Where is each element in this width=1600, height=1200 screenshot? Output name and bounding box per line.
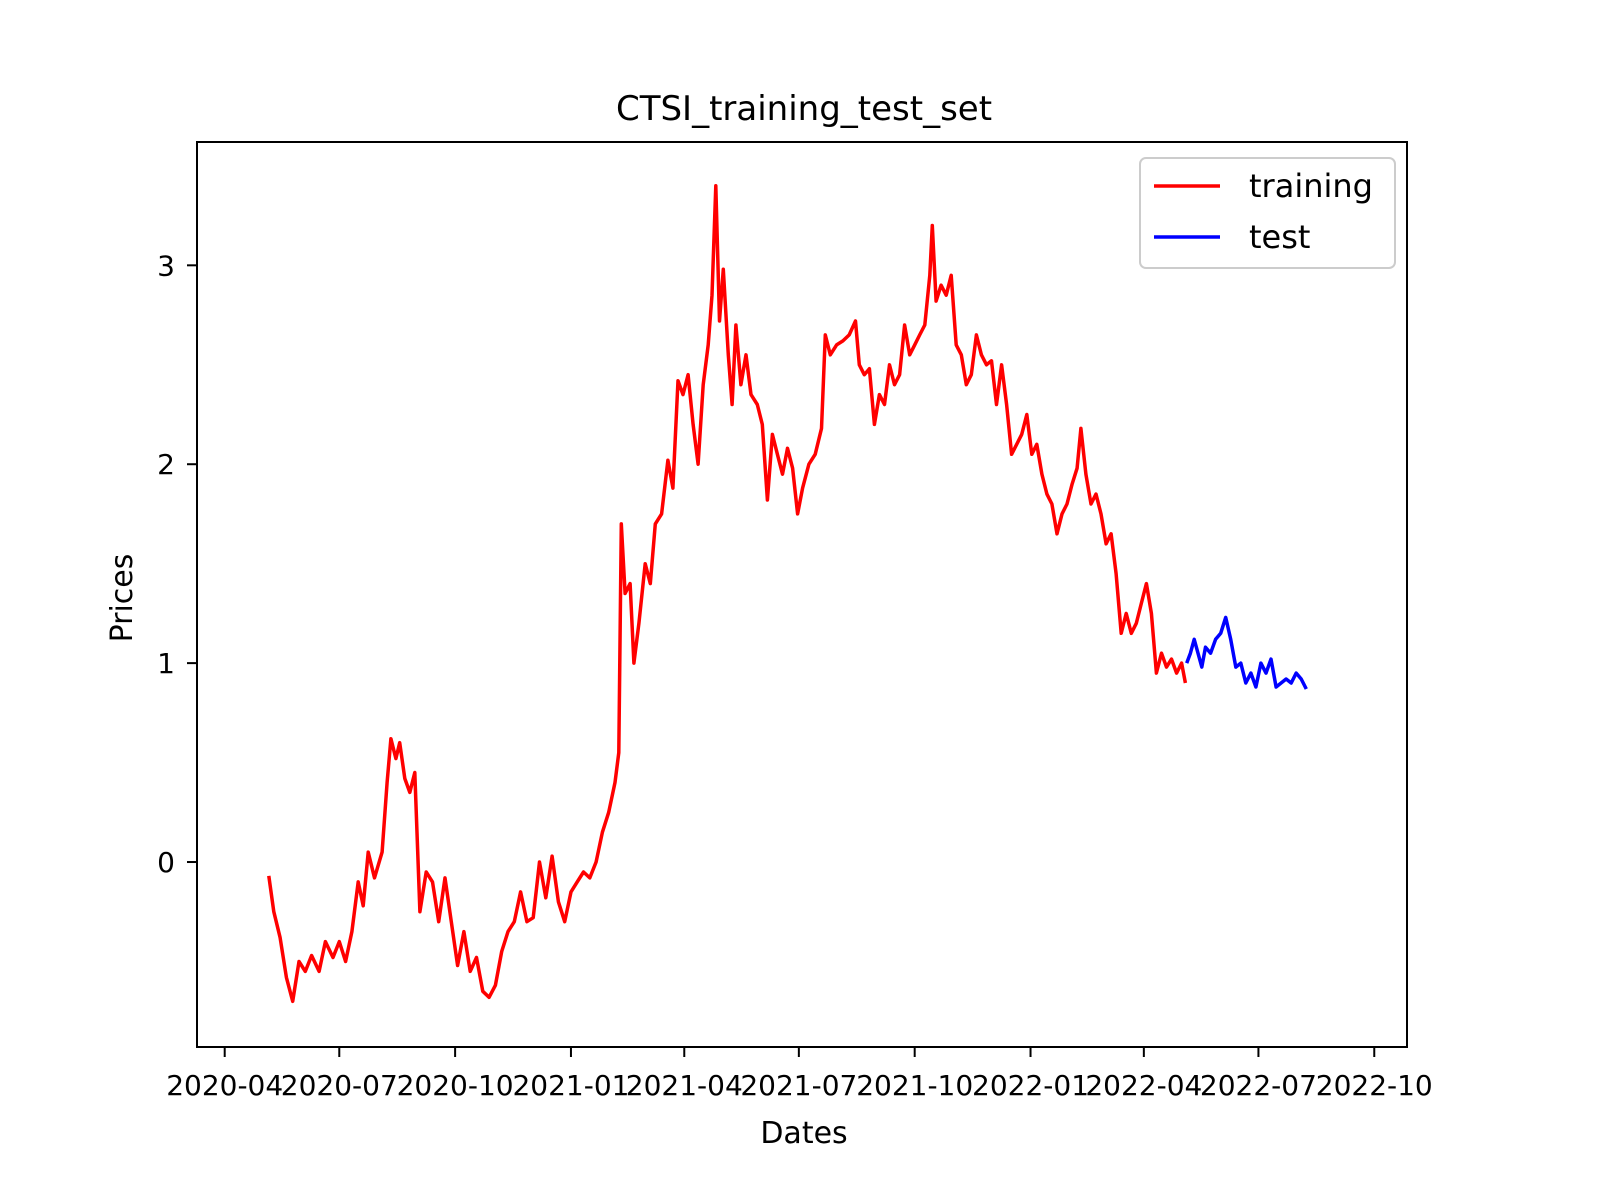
y-tick-label: 3 (157, 249, 175, 282)
x-axis-label: Dates (760, 1116, 847, 1151)
plot-frame (196, 141, 1408, 1048)
x-tick-label: 2020-04 (166, 1069, 283, 1102)
chart-title: CTSI_training_test_set (616, 89, 992, 129)
y-axis-label: Prices (105, 554, 140, 643)
legend: training test (1139, 157, 1396, 269)
x-tick-label: 2022-07 (1200, 1069, 1317, 1102)
series-layer (267, 184, 1308, 1004)
x-tick-label: 2022-01 (972, 1069, 1089, 1102)
x-axis: 2020-042020-072020-102021-012021-042021-… (166, 1047, 1433, 1102)
x-tick-label: 2020-10 (397, 1069, 514, 1102)
x-tick-label: 2021-10 (856, 1069, 973, 1102)
y-tick-label: 2 (157, 448, 175, 481)
x-tick-label: 2022-10 (1316, 1069, 1433, 1102)
y-tick-label: 1 (157, 647, 175, 680)
x-tick-label: 2021-04 (626, 1069, 743, 1102)
y-tick-label: 0 (157, 846, 175, 879)
x-tick-label: 2021-07 (740, 1069, 857, 1102)
legend-label-training: training (1249, 167, 1373, 205)
series-line-test (1185, 615, 1308, 690)
x-tick-label: 2021-01 (512, 1069, 629, 1102)
legend-label-test: test (1249, 218, 1310, 256)
series-line-training (267, 184, 1188, 1004)
x-tick-label: 2020-07 (281, 1069, 398, 1102)
x-tick-label: 2022-04 (1085, 1069, 1202, 1102)
y-axis: 0 1 2 3 (157, 249, 197, 879)
